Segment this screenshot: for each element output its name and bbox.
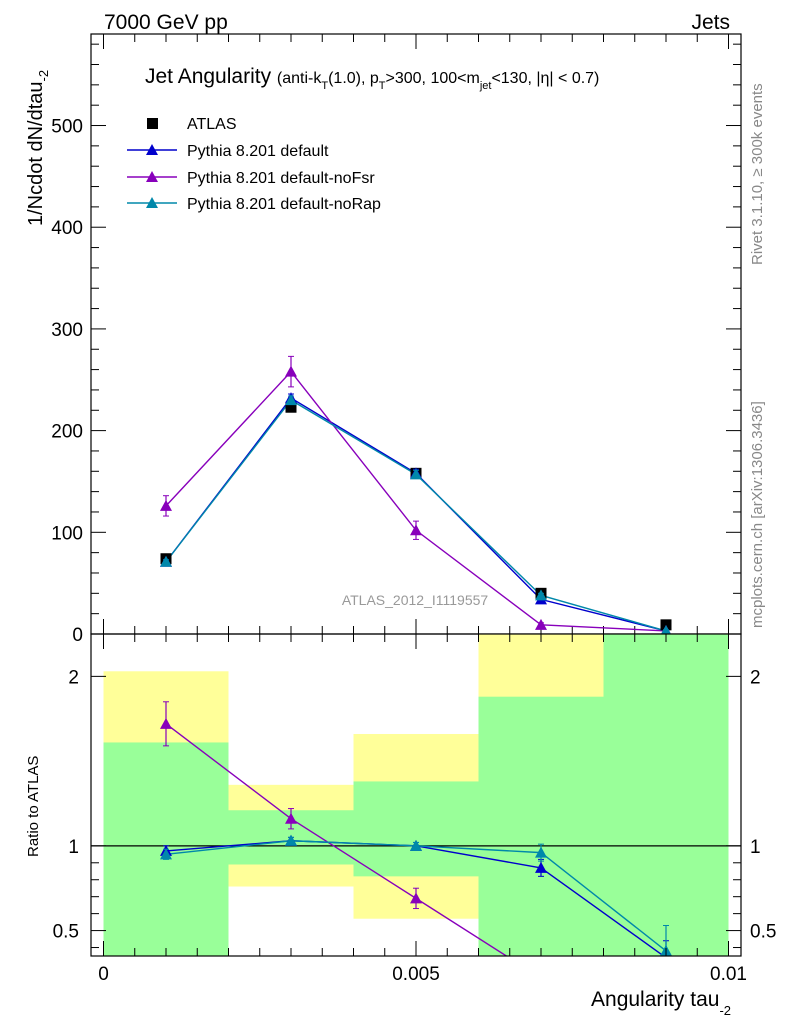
ratio-point-nofsr [160, 717, 172, 729]
legend-marker-atlas [147, 118, 158, 129]
ratio-point-norap [410, 839, 422, 851]
legend-label-default: Pythia 8.201 default [187, 143, 329, 160]
legend-marker-default [146, 144, 158, 155]
main-point-nofsr [285, 365, 297, 377]
main-point-atlas [285, 401, 297, 413]
main-point-norap [160, 555, 172, 567]
ratio-point-nofsr [535, 972, 547, 983]
ratio-point-nofsr [285, 812, 297, 824]
chart-title: Jet Angularity (anti-kT(1.0), pT>300, 10… [145, 65, 599, 92]
ratio-point-nofsr [410, 892, 422, 904]
ratio-xlabel: Angularity tau-2 [591, 988, 731, 1018]
ratio-ytick-label-right: 0.5 [750, 922, 776, 943]
main-plot-area: 0 100 200 300 400 500 [51, 33, 742, 646]
main-point-nofsr [535, 618, 547, 630]
ratio-point-nofsr [660, 958, 672, 969]
mcplots-label: mcplots.cern.ch [arXiv:1306.3436] [749, 401, 766, 628]
ratio-ytick-label-right: 1 [750, 837, 761, 858]
main-point-norap [660, 624, 672, 636]
main-ytick-label: 0 [72, 625, 83, 646]
main-ylabel: 1/Ncdot dN/dtau-2 [25, 70, 51, 226]
ratio-ylabel: Ratio to ATLAS [25, 756, 42, 857]
rivet-label: Rivet 3.1.10, ≥ 300k events [749, 83, 766, 265]
main-ytick-label: 500 [51, 117, 83, 138]
ratio-ytick-label-left: 1 [68, 837, 79, 858]
main-point-norap [410, 468, 422, 480]
main-ytick-label: 200 [51, 422, 83, 443]
main-point-norap [535, 589, 547, 601]
header-left: 7000 GeV pp [104, 11, 228, 34]
ratio-point-default [535, 861, 547, 873]
ratio-band-green [353, 781, 479, 877]
ratio-ytick-label-left: 0.5 [53, 922, 79, 943]
legend: ATLAS Pythia 8.201 default Pythia 8.201 … [127, 116, 381, 213]
ratio-xtick-label: 0.005 [392, 964, 440, 985]
legend-label-atlas: ATLAS [187, 116, 237, 133]
legend-label-norap: Pythia 8.201 default-noRap [187, 196, 381, 213]
ratio-plot-area: 0.5 0.5 1 1 2 2 0 0.005 0.01 [53, 633, 776, 985]
main-ytick-label: 400 [51, 218, 83, 239]
main-point-atlas [660, 619, 672, 631]
ratio-xtick-label: 0.01 [710, 964, 747, 985]
ratio-xtick-label: 0 [98, 964, 109, 985]
ratio-band-green [603, 634, 729, 956]
ratio-point-norap [285, 834, 297, 846]
main-point-norap [285, 394, 297, 406]
legend-label-nofsr: Pythia 8.201 default-noFsr [187, 170, 375, 187]
header-right: Jets [691, 11, 730, 34]
ratio-point-norap [160, 848, 172, 860]
main-ytick-label: 100 [51, 523, 83, 544]
ratio-band-green [478, 696, 604, 956]
main-point-nofsr [410, 524, 422, 536]
ratio-point-norap [535, 846, 547, 858]
legend-marker-nofsr [146, 171, 158, 182]
legend-marker-norap [146, 197, 158, 208]
ratio-ytick-label-right: 2 [750, 667, 761, 688]
ratio-inner [91, 634, 741, 983]
main-ytick-label: 300 [51, 320, 83, 341]
main-point-nofsr [160, 499, 172, 511]
analysis-watermark: ATLAS_2012_I1119557 [342, 592, 489, 608]
ratio-ytick-label-left: 2 [68, 667, 79, 688]
